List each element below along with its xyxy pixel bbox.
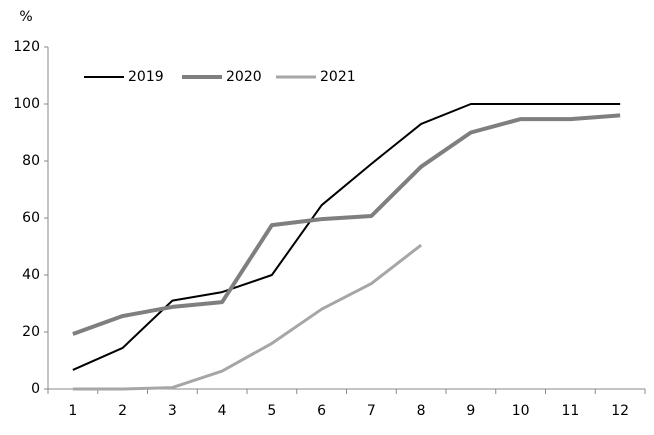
series-line (72, 113, 621, 336)
x-tick-label: 2 (118, 403, 127, 419)
x-tick-label: 4 (218, 403, 227, 419)
y-tick-label: 60 (22, 210, 40, 226)
series-line (72, 243, 423, 391)
x-tick-label: 5 (267, 403, 276, 419)
x-tick-label: 6 (317, 403, 326, 419)
x-tick-label: 9 (466, 403, 475, 419)
x-tick-label: 3 (168, 403, 177, 419)
y-tick-label: 120 (13, 39, 40, 55)
legend-label: 2021 (320, 69, 356, 85)
y-tick-label: 80 (22, 153, 40, 169)
series-line (72, 103, 621, 371)
x-tick-label: 1 (68, 403, 77, 419)
y-unit: % (19, 9, 32, 25)
y-tick-label: 0 (31, 381, 40, 397)
x-tick-label: 12 (611, 403, 629, 419)
legend-label: 2019 (128, 69, 164, 85)
y-tick-label: 40 (22, 267, 40, 283)
x-tick-label: 8 (417, 403, 426, 419)
legend-label: 2020 (226, 69, 262, 85)
x-tick-label: 7 (367, 403, 376, 419)
y-tick-label: 100 (13, 96, 40, 112)
x-tick-label: 11 (561, 403, 579, 419)
y-tick-label: 20 (22, 324, 40, 340)
x-tick-label: 10 (512, 403, 530, 419)
